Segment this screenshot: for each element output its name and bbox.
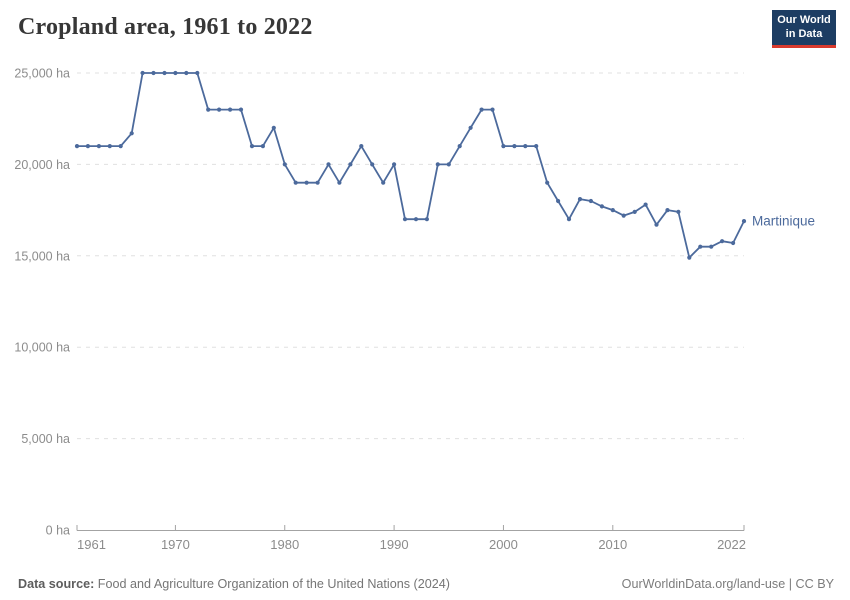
data-point[interactable] — [238, 107, 244, 112]
data-point[interactable] — [698, 244, 703, 249]
data-point[interactable] — [402, 217, 408, 222]
data-point[interactable] — [107, 144, 112, 149]
data-point[interactable] — [501, 144, 506, 149]
data-point[interactable] — [271, 125, 276, 130]
series-label[interactable]: Martinique — [752, 214, 815, 229]
data-point[interactable] — [621, 213, 626, 218]
data-point[interactable] — [512, 144, 517, 149]
y-tick-label: 0 ha — [46, 524, 70, 538]
data-point[interactable] — [446, 162, 451, 167]
y-tick-label: 15,000 ha — [14, 249, 70, 263]
owid-logo-line1: Our World — [777, 14, 831, 27]
data-point[interactable] — [545, 180, 550, 185]
data-point[interactable] — [577, 197, 583, 202]
x-tick-label: 1990 — [380, 537, 409, 552]
data-point[interactable] — [424, 217, 429, 222]
data-point[interactable] — [228, 107, 233, 112]
data-point[interactable] — [413, 217, 419, 222]
data-point[interactable] — [490, 107, 495, 112]
x-tick-label: 1970 — [161, 537, 190, 552]
y-tick-label: 20,000 ha — [14, 158, 70, 172]
data-point[interactable] — [654, 222, 659, 227]
data-point[interactable] — [479, 107, 484, 112]
data-point[interactable] — [129, 131, 134, 136]
x-tick-label: 2022 — [717, 537, 746, 552]
data-point[interactable] — [173, 70, 178, 76]
data-point[interactable] — [304, 180, 309, 185]
data-point[interactable] — [315, 180, 320, 185]
data-point[interactable] — [337, 180, 342, 185]
data-point[interactable] — [632, 209, 637, 214]
data-point[interactable] — [359, 144, 364, 149]
data-point[interactable] — [293, 180, 298, 185]
chart-footer: Data source: Food and Agriculture Organi… — [0, 577, 850, 591]
data-point[interactable] — [96, 144, 101, 149]
data-point[interactable] — [741, 219, 747, 224]
data-point[interactable] — [731, 240, 736, 246]
x-tick-label: 2000 — [489, 537, 518, 552]
data-point[interactable] — [468, 125, 473, 130]
owid-logo[interactable]: Our World in Data — [772, 10, 836, 48]
x-tick-label: 1961 — [77, 537, 106, 552]
data-point[interactable] — [588, 198, 594, 204]
data-point[interactable] — [348, 162, 353, 167]
y-tick-label: 5,000 ha — [21, 432, 70, 446]
y-tick-label: 10,000 ha — [14, 341, 70, 355]
data-point[interactable] — [392, 162, 397, 167]
data-point[interactable] — [118, 144, 123, 149]
data-point[interactable] — [249, 144, 255, 149]
data-source-label: Data source: — [18, 577, 95, 591]
data-point[interactable] — [534, 144, 539, 149]
data-point[interactable] — [326, 162, 331, 167]
data-point[interactable] — [140, 70, 145, 76]
data-point[interactable] — [610, 208, 615, 213]
data-point[interactable] — [643, 202, 648, 207]
data-point[interactable] — [370, 162, 375, 167]
data-source-text: Food and Agriculture Organization of the… — [94, 577, 450, 591]
data-point[interactable] — [566, 217, 572, 222]
data-point[interactable] — [687, 255, 692, 260]
data-point[interactable] — [162, 70, 167, 76]
data-point[interactable] — [556, 198, 561, 204]
data-line[interactable] — [76, 72, 745, 259]
data-point[interactable] — [217, 107, 222, 112]
data-point[interactable] — [665, 208, 670, 213]
data-point[interactable] — [676, 209, 681, 214]
page-title: Cropland area, 1961 to 2022 — [18, 14, 313, 40]
data-point[interactable] — [151, 70, 156, 76]
x-tick-label: 2010 — [598, 537, 627, 552]
data-point[interactable] — [260, 144, 265, 149]
data-point[interactable] — [282, 162, 287, 167]
data-point[interactable] — [184, 70, 189, 76]
data-point[interactable] — [195, 70, 200, 76]
owid-logo-line2: in Data — [785, 27, 823, 40]
data-point[interactable] — [709, 244, 714, 249]
data-point[interactable] — [381, 180, 386, 185]
y-tick-label: 25,000 ha — [14, 67, 70, 81]
data-point[interactable] — [523, 144, 528, 149]
data-point[interactable] — [457, 144, 462, 149]
footer-link[interactable]: OurWorldinData.org/land-use | CC BY — [621, 577, 834, 591]
data-point[interactable] — [74, 144, 80, 149]
data-point[interactable] — [85, 144, 90, 149]
data-point[interactable] — [435, 162, 440, 167]
data-point[interactable] — [720, 239, 725, 244]
x-tick-label: 1980 — [270, 537, 299, 552]
data-point[interactable] — [206, 107, 211, 112]
data-source-note: Data source: Food and Agriculture Organi… — [18, 577, 450, 591]
data-point[interactable] — [599, 204, 605, 209]
